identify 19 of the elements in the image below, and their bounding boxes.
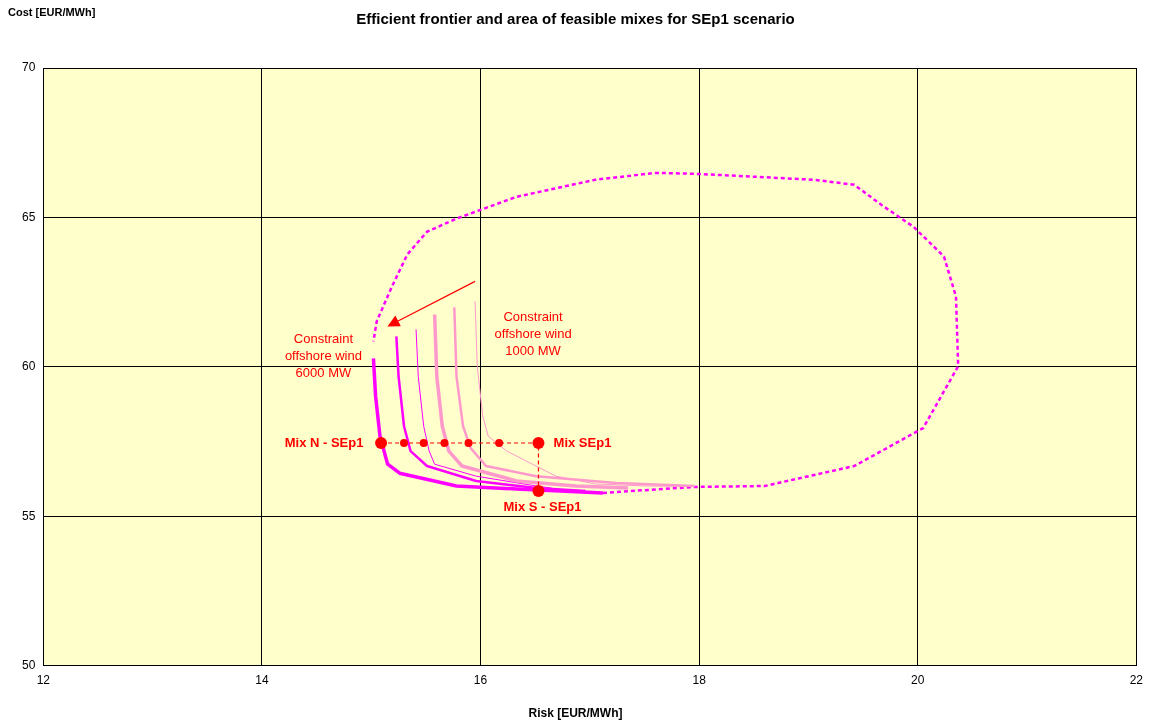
y-tick-label: 65: [21, 209, 36, 224]
annotation: Mix N - SEp1: [284, 434, 364, 450]
x-axis-title: Risk [EUR/MWh]: [527, 706, 624, 720]
y-tick-label: 50: [21, 657, 36, 672]
x-tick-label: 12: [36, 673, 51, 688]
annotation: Mix SEp1: [553, 434, 612, 450]
chart-title: Efficient frontier and area of feasible mixes for SEp1 scenario: [356, 10, 795, 27]
x-tick-label: 22: [1129, 673, 1144, 688]
y-tick-label: 70: [21, 60, 36, 75]
y-axis-title: Cost [EUR/MWh]: [8, 6, 96, 18]
x-tick-label: 14: [255, 673, 269, 688]
annotation: Constraint offshore wind 6000 MW: [284, 331, 362, 381]
x-tick-label: 18: [692, 673, 707, 688]
annotation: Constraint offshore wind 1000 MW: [494, 308, 572, 358]
y-tick-label: 60: [21, 359, 36, 374]
annotation: Mix S - SEp1: [503, 498, 582, 514]
x-tick-label: 16: [473, 673, 488, 688]
x-tick-label: 20: [911, 673, 925, 688]
y-tick-label: 55: [21, 508, 36, 523]
